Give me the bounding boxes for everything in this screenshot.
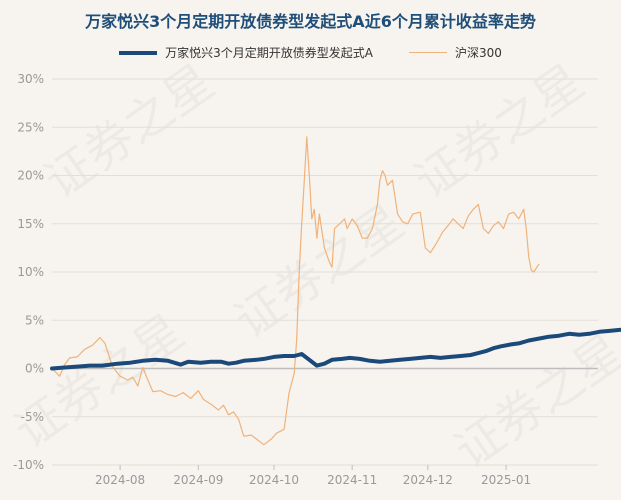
legend-swatch-index: [408, 52, 447, 53]
y-tick-label: 5%: [25, 313, 44, 327]
x-tick-label: 2024-08: [95, 473, 145, 487]
y-tick-label: 30%: [17, 72, 44, 86]
x-axis: 2024-08 2024-09 2024-10 2024-11 2024-12 2025-…: [95, 465, 531, 487]
watermark-text: 证券之星: [35, 54, 224, 210]
chart-title: 万家悦兴3个月定期开放债券型发起式A近6个月累计收益率走势: [85, 12, 536, 31]
y-tick-label: -10%: [13, 458, 44, 472]
series-group: [50, 136, 621, 446]
grid-lines: [52, 78, 598, 466]
y-tick-label: -5%: [21, 410, 44, 424]
x-tick-label: 2024-11: [327, 473, 377, 487]
y-tick-label: 0%: [25, 362, 44, 376]
y-tick-label: 15%: [17, 217, 44, 231]
y-tick-label: 20%: [17, 169, 44, 183]
watermark-text: 证券之星: [445, 324, 621, 480]
chart-legend: 万家悦兴3个月定期开放债券型发起式A 沪深300: [0, 44, 621, 61]
series-line-fund: [50, 327, 621, 371]
legend-label-index: 沪深300: [454, 46, 502, 60]
y-tick-label: 10%: [17, 265, 44, 279]
x-tick-label: 2025-01: [481, 473, 531, 487]
y-tick-label: 25%: [17, 120, 44, 134]
x-tick-label: 2024-09: [173, 473, 223, 487]
legend-item-index: 沪深300: [408, 44, 502, 61]
legend-label-fund: 万家悦兴3个月定期开放债券型发起式A: [165, 46, 373, 60]
series-line-index: [51, 136, 540, 446]
x-tick-label: 2024-12: [403, 473, 453, 487]
legend-item-fund: 万家悦兴3个月定期开放债券型发起式A: [119, 44, 373, 61]
y-axis: 30% 25% 20% 15% 10% 5% 0% -5% -10%: [13, 72, 44, 472]
x-tick-label: 2024-10: [249, 473, 299, 487]
watermark-text: 证券之星: [405, 54, 594, 210]
legend-swatch-fund: [119, 50, 158, 55]
